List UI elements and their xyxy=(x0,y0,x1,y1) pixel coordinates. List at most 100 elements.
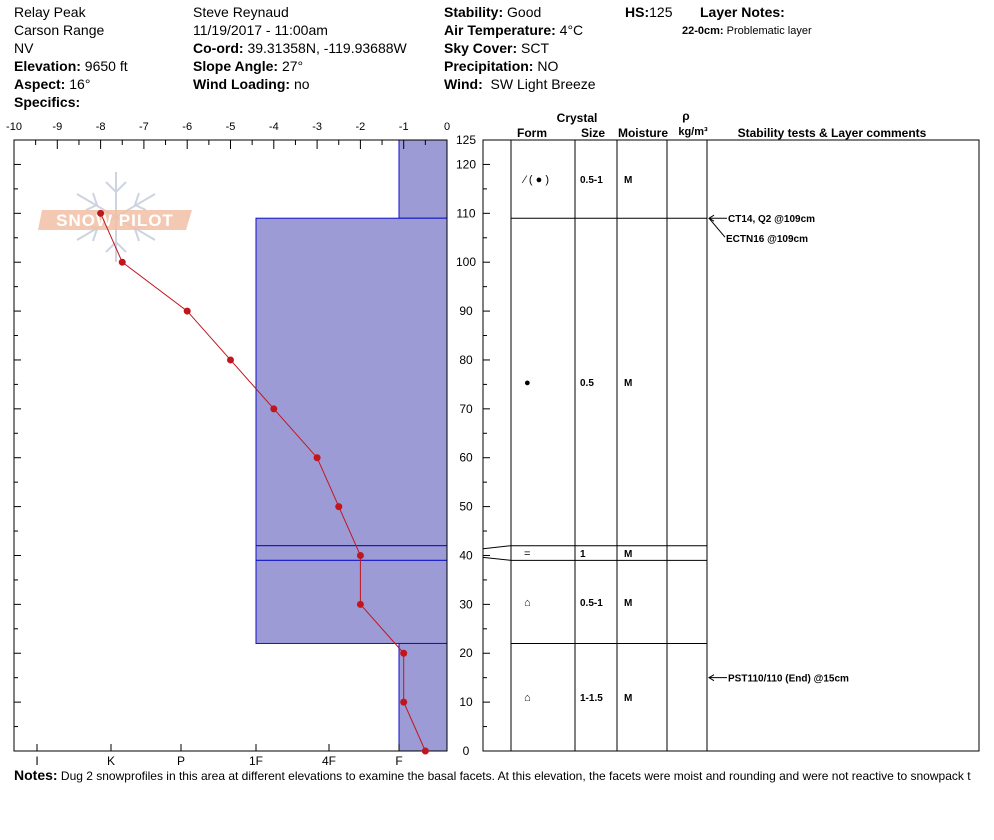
air-temp-value: 4°C xyxy=(559,22,584,38)
temperature-point xyxy=(400,649,408,657)
hardness-bar-0 xyxy=(398,139,448,219)
location: Relay Peak xyxy=(14,4,86,20)
temp-tick-label: -5 xyxy=(226,121,236,133)
notes: Notes: Dug 2 snowprofiles in this area a… xyxy=(14,767,994,783)
layer-moisture: M xyxy=(624,598,632,609)
layer-moisture: M xyxy=(624,175,632,186)
test-label: CT14, Q2 @109cm xyxy=(728,214,815,225)
header-crystal: Crystal xyxy=(557,111,598,125)
hardness-bar-4 xyxy=(398,642,448,752)
header-density-unit: kg/m³ xyxy=(678,126,708,138)
layer-size: 1 xyxy=(580,549,586,560)
temperature-point xyxy=(421,747,429,755)
slope-label: Slope Angle: xyxy=(193,58,279,74)
temperature-point xyxy=(313,454,321,462)
temp-tick-label: 0 xyxy=(444,121,450,133)
aspect-label: Aspect: xyxy=(14,76,66,92)
header-stability: Stability tests & Layer comments xyxy=(738,126,927,140)
hardness-label: P xyxy=(177,754,185,768)
air-temp-label: Air Temperature: xyxy=(444,22,556,38)
temperature-point xyxy=(356,600,364,608)
layer-size: 0.5-1 xyxy=(580,175,603,186)
state: NV xyxy=(14,40,34,56)
temp-tick-label: -4 xyxy=(269,121,279,133)
layer-note-depth: 22-0cm: xyxy=(682,25,724,37)
hs-row: HS:125 xyxy=(625,3,672,21)
temp-tick-label: -8 xyxy=(96,121,106,133)
sky-value: SCT xyxy=(521,40,550,56)
height-tick-label: 10 xyxy=(459,695,473,709)
coord-value: 39.31358N, -119.93688W xyxy=(247,40,407,56)
layer-size: 0.5 xyxy=(580,378,594,389)
hardness-bar-1 xyxy=(255,217,448,547)
layer-size: 1-1.5 xyxy=(580,693,603,704)
layer-moisture: M xyxy=(624,549,632,560)
elevation-value: 9650 ft xyxy=(84,58,128,74)
height-tick-label: 70 xyxy=(459,402,473,416)
height-tick-label: 40 xyxy=(459,548,473,562)
hardness-label: K xyxy=(107,754,115,768)
layer-form: ● xyxy=(524,377,531,389)
test-arrowhead xyxy=(708,674,715,682)
sky-label: Sky Cover: xyxy=(444,40,518,56)
test-arrow xyxy=(708,217,726,238)
temp-tick-label: -6 xyxy=(182,121,192,133)
layer-form: = xyxy=(524,548,530,560)
height-tick-label: 80 xyxy=(459,353,473,367)
slope-value: 27° xyxy=(281,58,304,74)
temperature-point xyxy=(270,405,278,413)
height-tick-label: 60 xyxy=(459,451,473,465)
temp-tick-label: -7 xyxy=(139,121,149,133)
header-form: Form xyxy=(517,126,547,140)
coord-label: Co-ord: xyxy=(193,40,244,56)
layer-moisture: M xyxy=(624,378,632,389)
height-tick-label: 120 xyxy=(456,157,476,171)
stability-value: Good xyxy=(507,4,542,20)
hs-label: HS: xyxy=(625,4,650,20)
wind-loading-value: no xyxy=(293,76,310,92)
height-tick-label: 90 xyxy=(459,304,473,318)
wind-value: SW Light Breeze xyxy=(490,76,596,92)
height-tick-label: 50 xyxy=(459,500,473,514)
aspect-row: Aspect: 16° xyxy=(14,75,90,93)
layer-notes-label: Layer Notes: xyxy=(700,4,785,20)
header-moisture: Moisture xyxy=(618,126,668,140)
layer-note: 22-0cm: Problematic layer xyxy=(682,22,812,40)
test-label: PST110/110 (End) @15cm xyxy=(728,674,849,685)
temperature-point xyxy=(183,307,191,315)
precip-value: NO xyxy=(537,58,559,74)
temp-tick-label: -2 xyxy=(356,121,366,133)
test-label: ECTN16 @109cm xyxy=(726,234,808,245)
temperature-point xyxy=(118,258,126,266)
precip-row: Precipitation: NO xyxy=(444,57,558,75)
temperature-point xyxy=(227,356,234,364)
sky-row: Sky Cover: SCT xyxy=(444,39,549,57)
wind-loading-row: Wind Loading: no xyxy=(193,75,310,93)
temperature-point xyxy=(97,209,105,217)
hardness-label: I xyxy=(35,754,38,768)
hardness-label: F xyxy=(395,754,402,768)
layer-moisture: M xyxy=(624,693,632,704)
snow-pilot-logo: SNOW PILOT xyxy=(38,210,192,230)
layer-note-text: Problematic layer xyxy=(726,25,812,37)
wind-row: Wind: SW Light Breeze xyxy=(444,75,596,93)
layer-size: 0.5-1 xyxy=(580,598,603,609)
height-tick-label: 110 xyxy=(456,206,475,220)
hs-value: 125 xyxy=(649,4,673,20)
hardness-bar-2 xyxy=(255,545,448,561)
temp-tick-label: -3 xyxy=(312,121,322,133)
specifics-row: Specifics: xyxy=(14,93,80,111)
height-tick-label: 100 xyxy=(456,255,476,269)
table-frame xyxy=(482,139,980,752)
temp-tick-label: -1 xyxy=(399,121,409,133)
layer-form: ⌂ xyxy=(524,597,531,609)
elevation-label: Elevation: xyxy=(14,58,81,74)
datetime: 11/19/2017 - 11:00am xyxy=(193,22,328,38)
precip-label: Precipitation: xyxy=(444,58,534,74)
layer-form: ⁄ ( ● ) xyxy=(521,174,549,186)
hardness-label: 1F xyxy=(249,754,263,768)
range: Carson Range xyxy=(14,22,105,38)
notes-label: Notes: xyxy=(14,767,58,783)
temperature-point xyxy=(400,698,408,706)
slope-row: Slope Angle: 27° xyxy=(193,57,303,75)
